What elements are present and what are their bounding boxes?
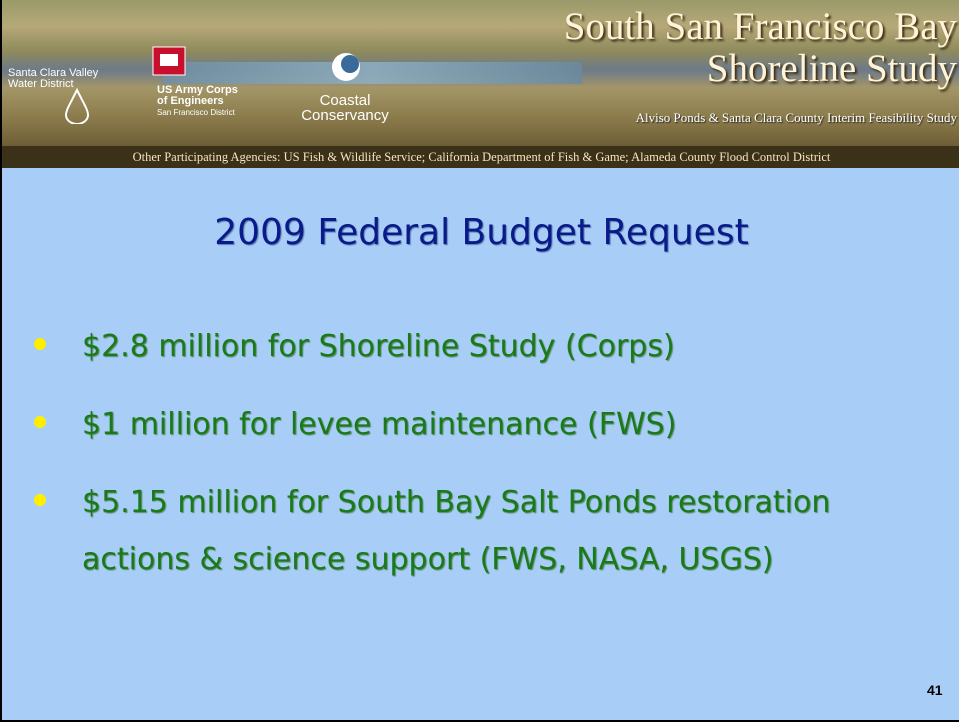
bullet-text: $5.15 million for South Bay Salt Ponds r… (82, 485, 830, 577)
conservancy-icon (329, 50, 363, 84)
header-title: Shoreline Study (707, 46, 957, 91)
logo-text: San Francisco District (157, 107, 238, 118)
agencies-bar: Other Participating Agencies: US Fish & … (2, 146, 959, 168)
drop-icon (62, 88, 92, 124)
logo-conservancy: Coastal Conservancy (290, 93, 400, 123)
bullet-dot (34, 494, 46, 506)
header-title: South San Francisco Bay (564, 4, 957, 49)
slide-title: 2009 Federal Budget Request (2, 212, 959, 253)
bullet-text: $1 million for levee maintenance (FWS) (82, 407, 676, 442)
logo-usace: US Army Corps of Engineers San Francisco… (157, 85, 238, 118)
logo-scvwd: Santa Clara Valley Water District (8, 68, 98, 90)
bullet-dot (34, 338, 46, 350)
bullet: $1 million for levee maintenance (FWS) (82, 396, 942, 453)
water-image (162, 62, 582, 84)
bullet-text: $2.8 million for Shoreline Study (Corps) (82, 329, 675, 364)
logo-text: of Engineers (157, 96, 238, 107)
logo-text: Coastal (290, 93, 400, 108)
header-subtitle: Alviso Ponds & Santa Clara County Interi… (636, 110, 957, 126)
slide: Santa Clara Valley Water District US Arm… (0, 0, 959, 722)
bullet: $2.8 million for Shoreline Study (Corps) (82, 318, 942, 375)
banner: Santa Clara Valley Water District US Arm… (2, 0, 959, 146)
page-number: 41 (927, 682, 943, 698)
corps-icon (152, 46, 186, 76)
bullet-dot (34, 416, 46, 428)
bullet: $5.15 million for South Bay Salt Ponds r… (82, 474, 942, 588)
logo-text: Conservancy (290, 108, 400, 123)
